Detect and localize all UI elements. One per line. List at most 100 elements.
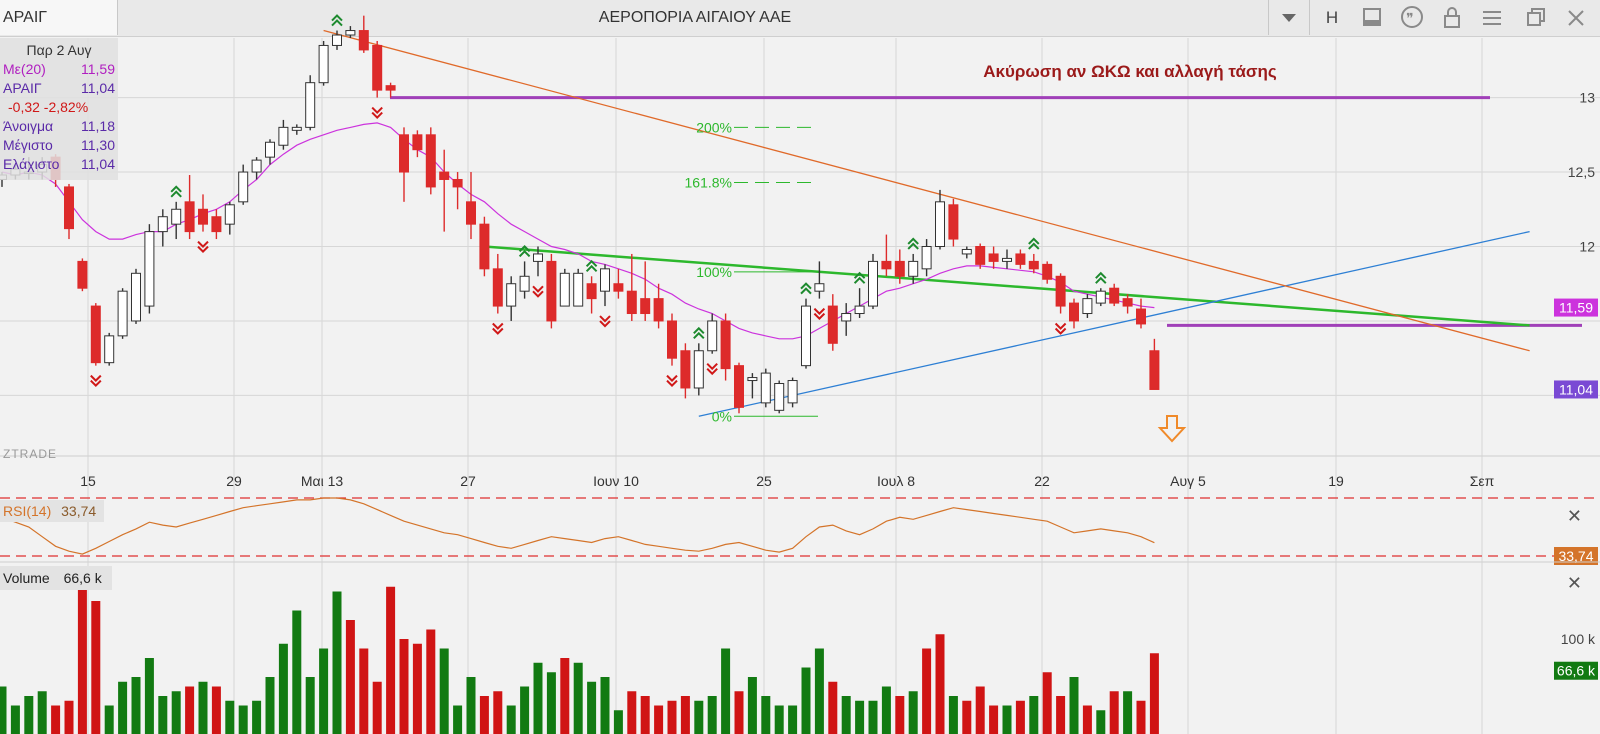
volume-bar (680, 696, 690, 734)
volume-bar (278, 643, 288, 734)
close-volume-icon[interactable]: ✕ (1566, 573, 1582, 593)
info-label: Με(20) (3, 61, 46, 77)
blue-trend-line (698, 230, 1530, 417)
volume-bar (1042, 672, 1052, 734)
volume-bar (600, 677, 610, 734)
date-tick-label: 29 (226, 473, 242, 489)
info-row-change: -0,32 -2,82% (3, 98, 120, 116)
volume-bar (814, 648, 824, 734)
volume-bar (252, 700, 262, 734)
volume-bar (975, 686, 985, 734)
symbol-input[interactable]: ΑΡΑΙΓ (0, 0, 118, 35)
volume-bar (91, 601, 101, 734)
volume-bar (908, 691, 918, 734)
watermark: ZTRADE (3, 447, 57, 461)
candle-body (680, 350, 691, 389)
candle-body (238, 171, 249, 203)
candle-body (667, 320, 677, 359)
candle-body (693, 350, 704, 389)
price-tick-label: 13 (1579, 90, 1595, 106)
candle-body (1095, 290, 1106, 304)
fibonacci-levels: 200% 161.8% 100% 0% (685, 119, 818, 424)
annotation-lines (323, 29, 1582, 417)
volume-bar (37, 691, 47, 734)
candle-body (385, 85, 396, 91)
volume-bar (828, 681, 838, 734)
volume-bar (895, 696, 905, 734)
volume-bar (265, 677, 275, 734)
volume-bar (185, 686, 195, 734)
volume-bar (171, 691, 181, 734)
volume-bar (962, 700, 972, 734)
last-price-tag-bg (1554, 380, 1598, 399)
fib-label: 0% (712, 408, 732, 424)
volume-bar (305, 677, 315, 734)
candle-body (921, 246, 932, 270)
candle-body (975, 246, 986, 265)
close-icon[interactable] (1562, 5, 1590, 31)
rsi-line (1, 497, 1155, 555)
dropdown-icon[interactable] (1268, 0, 1310, 35)
volume-bar (399, 639, 409, 734)
close-rsi-icon[interactable]: ✕ (1566, 506, 1582, 526)
green-trend-line (484, 245, 1530, 327)
candle-body (506, 283, 517, 307)
candle-body (734, 365, 744, 408)
info-row-ma: Με(20) 11,59 (3, 60, 115, 78)
candle-body (224, 204, 235, 225)
volume-bar (1002, 705, 1012, 734)
restore-icon[interactable] (1522, 5, 1550, 31)
volume-bar (881, 686, 891, 734)
volume-bar (989, 705, 999, 734)
volume-bar (1136, 700, 1146, 734)
date-tick-label: 27 (460, 473, 476, 489)
sell-signal-icon (90, 374, 102, 388)
volume-bar (868, 700, 878, 734)
date-tick-label: 22 (1034, 473, 1050, 489)
rsi-name: RSI(14) (3, 503, 52, 519)
candle-body (653, 298, 664, 322)
panel-icon[interactable] (1358, 5, 1386, 31)
candle-body (358, 30, 369, 51)
volume-bar (118, 681, 128, 734)
candle-body (720, 320, 731, 370)
candle-body (131, 272, 141, 322)
buy-signal-icon (1028, 237, 1040, 250)
lock-icon[interactable] (1438, 5, 1466, 31)
volume-bar (948, 696, 958, 734)
quote-icon[interactable]: ❞ (1398, 5, 1426, 31)
date-tick-label: 15 (80, 473, 96, 489)
menu-icon[interactable] (1478, 5, 1506, 31)
volume-tag: 66,6 k (1557, 663, 1596, 679)
volume-bar (386, 586, 396, 734)
volume-bar (51, 705, 61, 734)
rsi-value: 33,74 (61, 503, 97, 519)
candle-body (707, 320, 718, 352)
date-tick-label: Ιουν 10 (593, 473, 639, 489)
sell-signal-icon (492, 322, 504, 335)
candle-body (305, 82, 316, 128)
volume-bar (24, 696, 34, 734)
volume-bar (546, 672, 556, 734)
buy-signal-icon (693, 326, 705, 340)
volume-bar (627, 691, 637, 734)
orange-trend-line (323, 29, 1530, 352)
date-tick-label: Ιουλ 8 (877, 473, 915, 489)
candle-body (492, 268, 503, 307)
candle-body (935, 201, 945, 247)
buy-signal-icon (170, 185, 182, 198)
date-tick-label: 25 (756, 473, 772, 489)
candle-body (814, 283, 825, 292)
candle-body (827, 305, 838, 344)
volume-bar (1149, 653, 1159, 734)
buy-signal-icon (585, 259, 598, 272)
volume-bar (1069, 677, 1079, 734)
candle-body (198, 208, 208, 225)
sell-signal-icon (532, 285, 544, 298)
annotation-text: Ακύρωση αν ΩΚΩ και αλλαγή τάσης (983, 62, 1277, 81)
h-icon[interactable]: H (1325, 8, 1339, 27)
volume-value: 66,6 k (63, 570, 102, 586)
candle-body (104, 335, 115, 364)
candle-body (399, 134, 409, 173)
